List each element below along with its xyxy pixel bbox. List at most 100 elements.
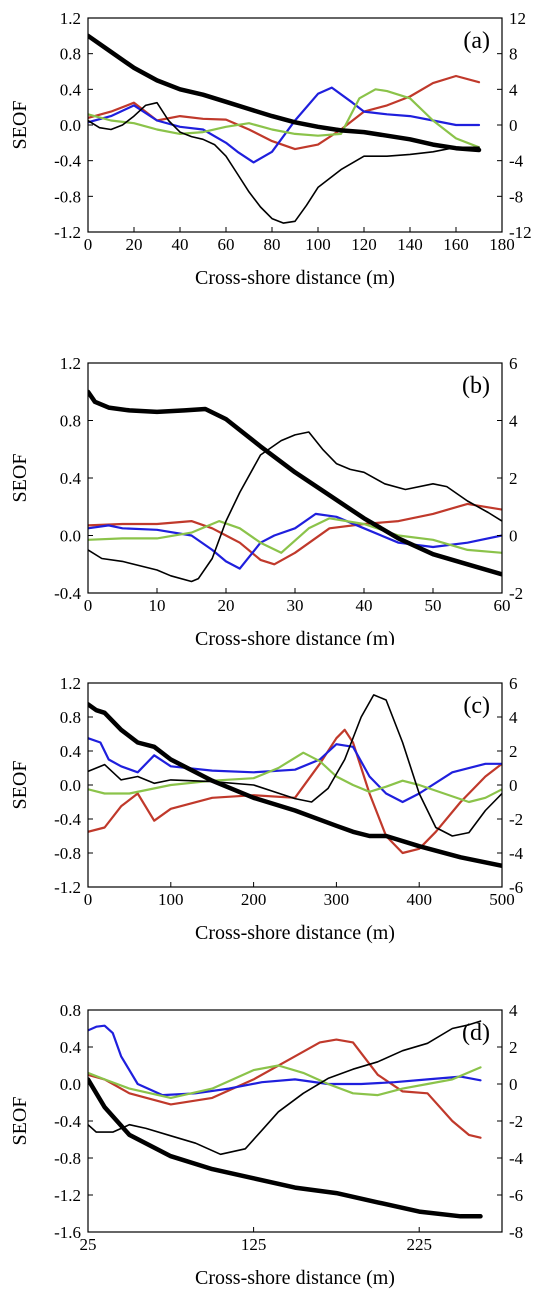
x-tick-label: 225 <box>406 1235 432 1254</box>
x-axis-label: Cross-shore distance (m) <box>195 628 395 645</box>
y2-tick-label: 0 <box>509 527 518 546</box>
y-tick-label: -1.2 <box>54 878 81 897</box>
y-tick-label: -0.4 <box>54 584 81 603</box>
y-tick-label: -1.2 <box>54 1186 81 1205</box>
series-line-c-4 <box>88 694 502 837</box>
panel-label: (a) <box>463 28 490 54</box>
y-tick-label: 1.2 <box>60 9 81 28</box>
x-tick-label: 180 <box>489 235 515 254</box>
series-line-c-1 <box>88 728 502 855</box>
panel-label: (b) <box>462 373 490 399</box>
y-tick-label: 0.8 <box>60 412 81 431</box>
x-axis-label: Cross-shore distance (m) <box>195 267 395 289</box>
y-tick-label: 0.4 <box>60 469 82 488</box>
y-tick-label: -0.8 <box>54 1149 81 1168</box>
x-tick-label: 20 <box>126 235 143 254</box>
y2-tick-label: 2 <box>509 469 518 488</box>
x-tick-label: 0 <box>84 890 93 909</box>
series-line-a-5 <box>88 33 482 153</box>
series-line-c-3 <box>88 751 502 804</box>
y2-tick-label: 8 <box>509 45 518 64</box>
x-tick-label: 25 <box>80 1235 97 1254</box>
y-tick-label: -1.2 <box>54 223 81 242</box>
x-tick-label: 400 <box>406 890 432 909</box>
chart-panel-b: 0 10 20 30 40 50 60 -0.4 0.0 0.4 0.8 1.2 -2 0 2 4 6 Cross… <box>9 354 523 645</box>
x-tick-label: 120 <box>351 235 377 254</box>
y2-tick-label: 0 <box>509 1075 518 1094</box>
panel-label: (c) <box>463 693 490 719</box>
x-tick-label: 40 <box>356 596 373 615</box>
series-line-a-3 <box>88 88 481 149</box>
series-line-d-2 <box>88 1024 482 1097</box>
y2-tick-label: -6 <box>509 878 523 897</box>
y2-tick-label: 0 <box>509 116 518 135</box>
y2-tick-label: 2 <box>509 742 518 761</box>
series-line-d-3 <box>88 1064 482 1099</box>
y-tick-label: 0.0 <box>60 116 81 135</box>
chart-panel-a: 0 20 40 60 80 100 120 140 160 180-1.2-0.8-0.40.00… <box>9 9 532 289</box>
y2-tick-label: -6 <box>509 1186 523 1205</box>
y-tick-label: -1.6 <box>54 1223 81 1242</box>
x-tick-label: 125 <box>241 1235 267 1254</box>
y2-tick-label: 12 <box>509 9 526 28</box>
series-line-c-2 <box>88 737 502 804</box>
y-tick-label: 0.8 <box>60 1001 81 1020</box>
series-line-b-1 <box>88 502 502 566</box>
x-tick-label: 30 <box>287 596 304 615</box>
x-tick-label: 100 <box>305 235 331 254</box>
y2-tick-label: 4 <box>509 412 518 431</box>
y-tick-label: -0.4 <box>54 152 81 171</box>
y-axis-label: SEOF <box>9 101 31 150</box>
y2-tick-label: 6 <box>509 674 518 693</box>
series-line-b-4 <box>88 431 502 583</box>
x-tick-label: 60 <box>494 596 511 615</box>
y2-tick-label: -2 <box>509 1112 523 1131</box>
y-tick-label: 0.4 <box>60 80 82 99</box>
y2-tick-label: -2 <box>509 810 523 829</box>
x-tick-label: 50 <box>425 596 442 615</box>
y-tick-label: 0.0 <box>60 776 81 795</box>
series-line-a-2 <box>88 86 481 164</box>
y-axis-label: SEOF <box>9 454 31 503</box>
y2-tick-label: -12 <box>509 223 532 242</box>
y2-tick-label: 4 <box>509 80 518 99</box>
y-tick-label: 1.2 <box>60 674 81 693</box>
x-tick-label: 80 <box>264 235 281 254</box>
y2-tick-label: 4 <box>509 1001 518 1020</box>
x-axis-label: Cross-shore distance (m) <box>195 922 395 944</box>
plot-frame-c <box>87 682 503 888</box>
x-tick-label: 60 <box>218 235 235 254</box>
plot-frame-d <box>87 1009 503 1233</box>
y-tick-label: -0.4 <box>54 1112 81 1131</box>
y-axis-label: SEOF <box>9 761 31 810</box>
y-tick-label: 0.4 <box>60 1038 82 1057</box>
y2-tick-label: -2 <box>509 584 523 603</box>
x-tick-label: 160 <box>443 235 469 254</box>
y-tick-label: 0.0 <box>60 527 81 546</box>
series-line-d-4 <box>88 1020 482 1156</box>
series-line-c-5 <box>88 702 502 869</box>
x-tick-label: 20 <box>218 596 235 615</box>
y2-tick-label: 0 <box>509 776 518 795</box>
y-tick-label: -0.8 <box>54 187 81 206</box>
x-tick-label: 40 <box>172 235 189 254</box>
x-axis-label: Cross-shore distance (m) <box>195 1267 395 1289</box>
chart-panel-c: 0 100 200 300 400 500 -1.2 -0.8 -0.4 0.0 0.4 0.8 1.2… <box>9 674 524 944</box>
y-tick-label: 1.2 <box>60 354 81 373</box>
y-axis-label: SEOF <box>9 1097 31 1146</box>
x-tick-label: 300 <box>324 890 350 909</box>
y2-tick-label: -8 <box>509 1223 523 1242</box>
y-tick-label: 0.0 <box>60 1075 81 1094</box>
x-tick-label: 0 <box>84 596 93 615</box>
panel-label: (d) <box>462 1020 490 1046</box>
x-tick-label: 200 <box>241 890 267 909</box>
series-line-b-5 <box>88 389 502 577</box>
y2-tick-label: 4 <box>509 708 518 727</box>
series-line-d-1 <box>88 1038 482 1139</box>
chart-panel-d: 25 125 225 -1.6 -1.2 -0.8 -0.4 0.0 0.4 0.8 -8 -6 -4 -… <box>9 1001 524 1289</box>
series-line-d-5 <box>88 1077 483 1219</box>
x-tick-label: 100 <box>158 890 184 909</box>
y2-tick-label: 2 <box>509 1038 518 1057</box>
series-line-b-3 <box>88 517 502 554</box>
y-tick-label: 0.4 <box>60 742 82 761</box>
